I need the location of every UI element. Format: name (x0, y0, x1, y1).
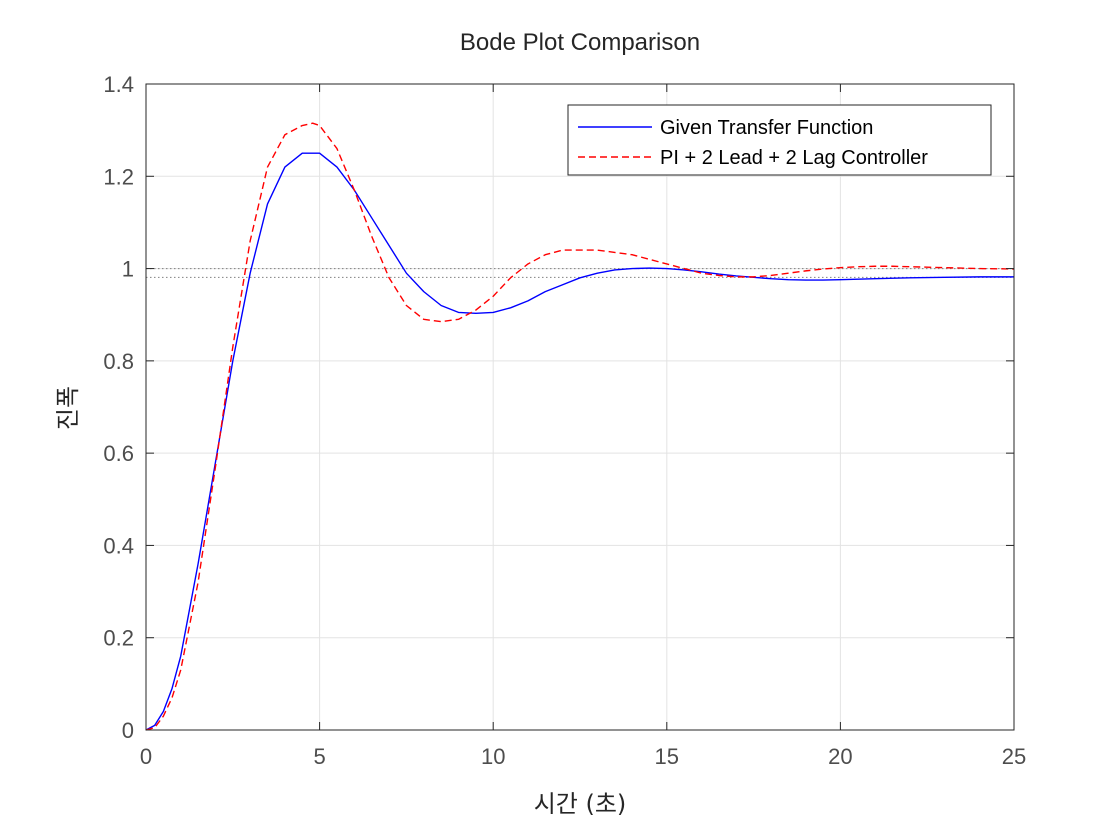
y-tick-label: 1.2 (103, 164, 134, 189)
reference-lines (146, 268, 1014, 278)
grid-lines (145, 83, 1015, 731)
chart-title: Bode Plot Comparison (460, 29, 700, 56)
legend-label-1: PI + 2 Lead + 2 Lag Controller (660, 147, 928, 169)
y-tick-label: 0.6 (103, 441, 134, 466)
axes-frame (145, 83, 1015, 731)
ticks: 0 5 10 15 20 25 0 0.2 0.4 0.6 0.8 1 1.2 1.4 (103, 72, 1026, 769)
series-line-0 (145, 152, 1014, 731)
y-axis-label: 진폭 (54, 386, 82, 430)
x-tick-label: 20 (828, 744, 852, 769)
y-tick-label: 1 (122, 257, 134, 282)
y-tick-label: 0.8 (103, 349, 134, 374)
x-axis-label: 시간 (초) (534, 790, 627, 818)
legend-label-0: Given Transfer Function (660, 117, 873, 139)
y-tick-label: 0.2 (103, 626, 134, 651)
series-lines (145, 122, 1015, 731)
x-tick-label: 15 (655, 744, 679, 769)
y-tick-label: 1.4 (103, 72, 134, 97)
x-tick-label: 0 (140, 744, 152, 769)
legend-box (567, 104, 992, 176)
series-line-1 (145, 122, 1015, 731)
x-tick-label: 25 (1002, 744, 1026, 769)
x-tick-label: 5 (313, 744, 325, 769)
y-tick-label: 0 (122, 718, 134, 743)
legend: Given Transfer Function PI + 2 Lead + 2 L… (567, 104, 992, 176)
x-tick-label: 10 (481, 744, 505, 769)
y-tick-label: 0.4 (103, 533, 134, 558)
